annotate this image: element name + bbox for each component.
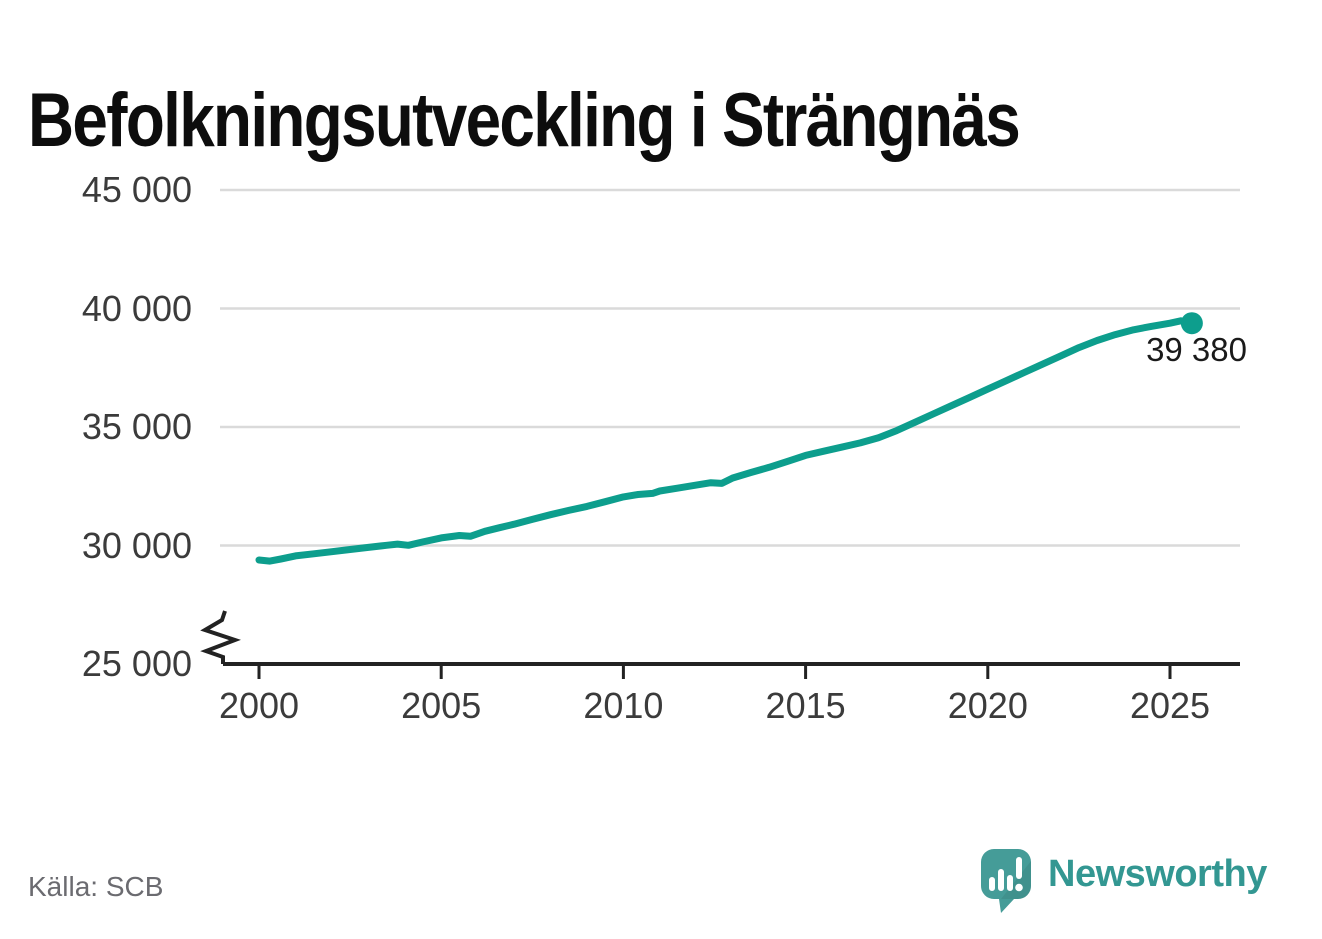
latest-value-dot [1180,312,1203,335]
newsworthy-wordmark: Newsworthy [1048,853,1267,895]
population-line [255,317,1196,565]
newsworthy-logo: Newsworthy [981,849,1267,915]
newsworthy-speech-bubble-bar-chart-icon [981,849,1031,913]
x-axis [200,610,1240,679]
page-title: Befolkningsutveckling i Strängnäs [28,77,1021,163]
line-series [255,312,1203,565]
gridlines [220,188,1240,547]
source-note: Källa: SCB [28,871,164,902]
latest-value-label: 39 380 [1146,331,1247,368]
y-axis-break-icon [200,610,241,664]
